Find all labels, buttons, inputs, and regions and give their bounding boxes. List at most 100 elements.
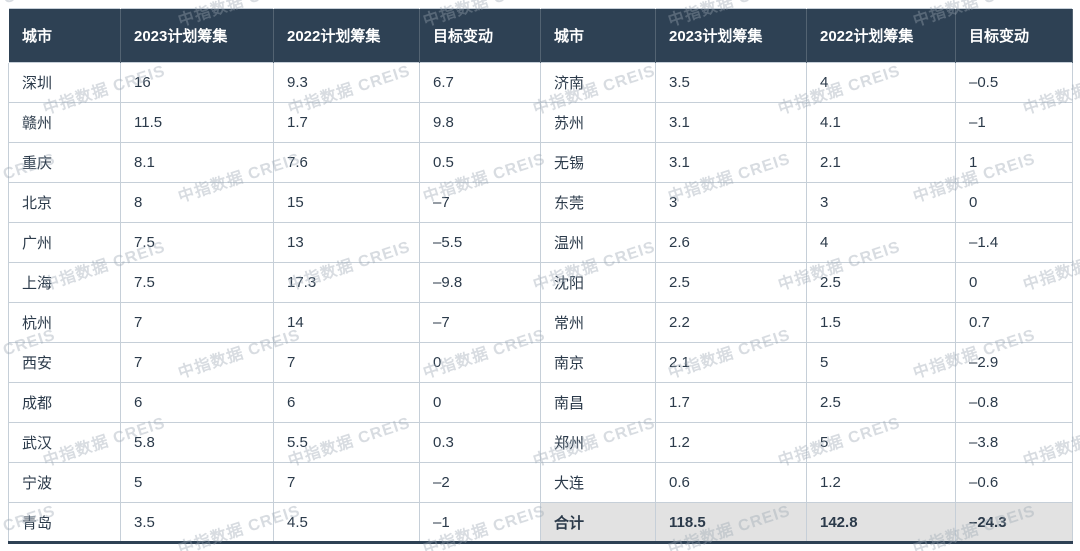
city-cell: 南昌 <box>540 382 656 423</box>
value-cell: 17.3 <box>273 262 420 303</box>
value-cell: 4.1 <box>806 102 956 143</box>
value-cell: 1 <box>955 142 1073 183</box>
city-cell: 郑州 <box>540 422 656 463</box>
value-cell: 9.8 <box>419 102 541 143</box>
value-cell: 13 <box>273 222 420 263</box>
value-cell: 7 <box>273 462 420 503</box>
value-cell: 3 <box>655 182 807 223</box>
table-row: 赣州 11.5 1.7 9.8 苏州 3.1 4.1 –1 <box>8 102 1073 143</box>
city-cell: 上海 <box>8 262 121 303</box>
value-cell: –1 <box>419 502 541 543</box>
table-row: 西安 7 7 0 南京 2.1 5 –2.9 <box>8 342 1073 383</box>
value-cell: 3.1 <box>655 142 807 183</box>
value-cell: 14 <box>273 302 420 343</box>
value-cell: 8.1 <box>120 142 274 183</box>
city-cell: 温州 <box>540 222 656 263</box>
value-cell: 1.2 <box>806 462 956 503</box>
table-row: 宁波 5 7 –2 大连 0.6 1.2 –0.6 <box>8 462 1073 503</box>
table-row: 成都 6 6 0 南昌 1.7 2.5 –0.8 <box>8 382 1073 423</box>
value-cell: 0.5 <box>419 142 541 183</box>
value-cell: 16 <box>120 62 274 103</box>
value-cell: 0 <box>419 382 541 423</box>
value-cell: 2.1 <box>655 342 807 383</box>
city-cell: 无锡 <box>540 142 656 183</box>
value-cell: 4 <box>806 222 956 263</box>
city-cell: 杭州 <box>8 302 121 343</box>
city-cell: 苏州 <box>540 102 656 143</box>
value-cell: 1.2 <box>655 422 807 463</box>
table-row: 重庆 8.1 7.6 0.5 无锡 3.1 2.1 1 <box>8 142 1073 183</box>
value-cell: 3.5 <box>120 502 274 543</box>
header-row: 城市 2023计划筹集 2022计划筹集 目标变动 城市 2023计划筹集 2022计划筹集… <box>8 8 1073 63</box>
table-row: 杭州 7 14 –7 常州 2.2 1.5 0.7 <box>8 302 1073 343</box>
value-cell: 0.6 <box>655 462 807 503</box>
value-cell: 1.7 <box>655 382 807 423</box>
table-row: 广州 7.5 13 –5.5 温州 2.6 4 –1.4 <box>8 222 1073 263</box>
value-cell: –1 <box>955 102 1073 143</box>
city-cell: 青岛 <box>8 502 121 543</box>
value-cell: 8 <box>120 182 274 223</box>
value-cell: 2.5 <box>655 262 807 303</box>
value-cell: 3 <box>806 182 956 223</box>
city-cell: 宁波 <box>8 462 121 503</box>
value-cell: 4 <box>806 62 956 103</box>
value-cell: 7.5 <box>120 222 274 263</box>
value-cell: –0.5 <box>955 62 1073 103</box>
value-cell: 7 <box>120 342 274 383</box>
value-cell: 7 <box>120 302 274 343</box>
value-cell: 6 <box>120 382 274 423</box>
table-row: 深圳 16 9.3 6.7 济南 3.5 4 –0.5 <box>8 62 1073 103</box>
table-body: 深圳 16 9.3 6.7 济南 3.5 4 –0.5 赣州 11.5 1.7 9.8 苏州 3.1 4.1… <box>8 62 1073 543</box>
value-cell: 1.7 <box>273 102 420 143</box>
value-cell: 5 <box>120 462 274 503</box>
city-cell: 重庆 <box>8 142 121 183</box>
value-cell: 7 <box>273 342 420 383</box>
value-cell: –0.6 <box>955 462 1073 503</box>
value-cell: 2.6 <box>655 222 807 263</box>
value-cell: 2.2 <box>655 302 807 343</box>
value-cell: –7 <box>419 302 541 343</box>
city-cell: 成都 <box>8 382 121 423</box>
city-cell: 北京 <box>8 182 121 223</box>
city-cell: 西安 <box>8 342 121 383</box>
total-label-cell: 合计 <box>540 502 656 543</box>
total-value-cell: 118.5 <box>655 502 807 543</box>
value-cell: 5.5 <box>273 422 420 463</box>
value-cell: 0.7 <box>955 302 1073 343</box>
city-cell: 常州 <box>540 302 656 343</box>
total-value-cell: –24.3 <box>955 502 1073 543</box>
header-cell: 城市 <box>8 8 121 63</box>
value-cell: –2.9 <box>955 342 1073 383</box>
city-cell: 大连 <box>540 462 656 503</box>
value-cell: –5.5 <box>419 222 541 263</box>
value-cell: –7 <box>419 182 541 223</box>
value-cell: 0 <box>955 182 1073 223</box>
header-cell: 2023计划筹集 <box>655 8 807 63</box>
value-cell: –0.8 <box>955 382 1073 423</box>
city-cell: 东莞 <box>540 182 656 223</box>
table-row: 北京 8 15 –7 东莞 3 3 0 <box>8 182 1073 223</box>
value-cell: 3.5 <box>655 62 807 103</box>
value-cell: 15 <box>273 182 420 223</box>
city-cell: 武汉 <box>8 422 121 463</box>
value-cell: 11.5 <box>120 102 274 143</box>
table-row: 武汉 5.8 5.5 0.3 郑州 1.2 5 –3.8 <box>8 422 1073 463</box>
value-cell: 7.5 <box>120 262 274 303</box>
value-cell: 2.5 <box>806 382 956 423</box>
value-cell: 7.6 <box>273 142 420 183</box>
city-cell: 赣州 <box>8 102 121 143</box>
value-cell: 0 <box>419 342 541 383</box>
table-row: 青岛 3.5 4.5 –1 合计 118.5 142.8 –24.3 <box>8 502 1073 543</box>
header-cell: 目标变动 <box>419 8 541 63</box>
value-cell: 5 <box>806 342 956 383</box>
header-cell: 2022计划筹集 <box>806 8 956 63</box>
header-cell: 目标变动 <box>955 8 1073 63</box>
city-cell: 深圳 <box>8 62 121 103</box>
value-cell: 6 <box>273 382 420 423</box>
value-cell: 6.7 <box>419 62 541 103</box>
value-cell: –2 <box>419 462 541 503</box>
value-cell: 2.5 <box>806 262 956 303</box>
header-cell: 城市 <box>540 8 656 63</box>
city-cell: 济南 <box>540 62 656 103</box>
